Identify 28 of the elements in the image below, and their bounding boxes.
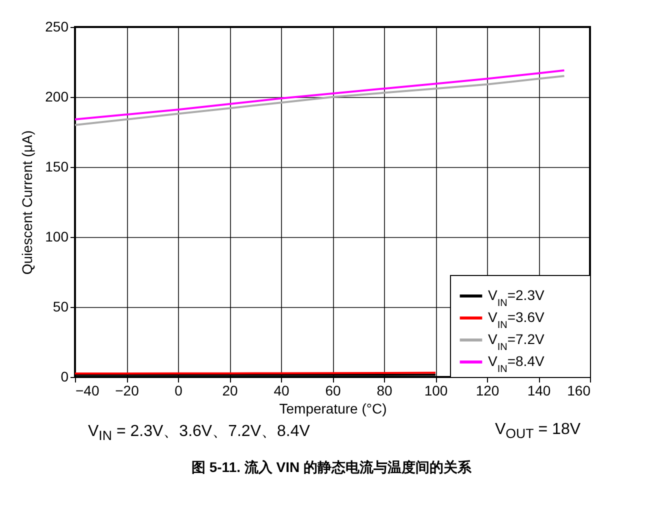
x-axis-title: Temperature (°C) [279,400,387,416]
x-tick-label: 120 [476,382,500,398]
legend-label: V$_{IN}$=3.6V [488,309,545,330]
x-tick-label: 20 [222,382,238,398]
x-tick-label: 0 [174,382,183,398]
y-tick-label: 250 [45,18,69,34]
legend-label: V$_{IN}$=8.4V [488,353,545,374]
x-tick-label: 140 [527,382,551,398]
legend-label: V$_{IN}$=2.3V [488,287,545,308]
legend-label: V$_{IN}$=7.2V [488,331,545,352]
x-tick-label: −20 [115,382,140,398]
text: 图 5-11. 流入 VIN 的静态电流与温度间的关系 [190,459,473,477]
x-tick-label: 40 [274,382,290,398]
y-tick-label: 100 [45,228,69,244]
y-tick-label: 0 [60,368,69,384]
text: V$_{IN}$ = 2.3V、3.6V、7.2V、8.4V [88,422,310,444]
y-tick-label: 150 [45,158,69,174]
x-tick-label: 80 [376,382,392,398]
y-tick-label: 200 [45,88,69,104]
y-axis-title: Quiescent Current (μA) [19,130,36,275]
x-tick-label: 100 [424,382,448,398]
text: V$_{OUT}$ = 18V [495,421,581,442]
x-tick-label: −40 [76,382,100,398]
x-tick-label: 160 [567,382,591,398]
line-series [74,69,566,120]
y-tick-label: 50 [52,298,69,314]
x-tick-label: 60 [325,382,341,398]
line-series [74,75,566,126]
